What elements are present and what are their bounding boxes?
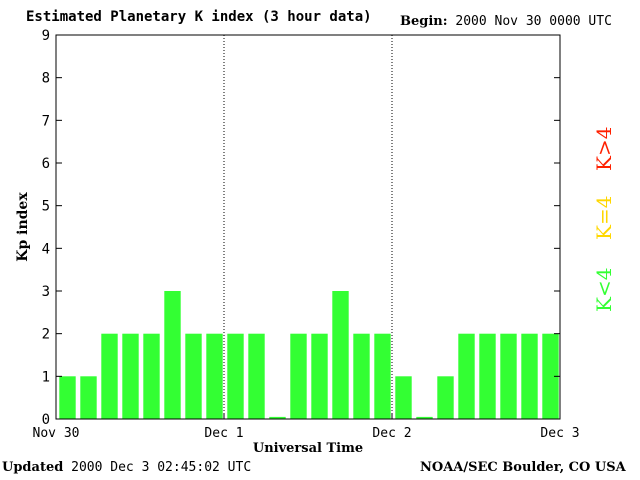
kp-bar [479, 333, 496, 419]
kp-bar [311, 333, 328, 419]
kp-bar [416, 416, 433, 419]
y-tick-label: 1 [42, 369, 50, 385]
kp-bar [185, 333, 202, 419]
x-tick-label: Dec 2 [372, 426, 411, 441]
kp-bar [437, 376, 454, 419]
x-tick-label: Nov 30 [33, 426, 80, 441]
y-tick-label: 0 [42, 412, 50, 428]
kp-bar [143, 333, 160, 419]
day-separators [223, 35, 393, 419]
kp-bar [122, 333, 139, 419]
y-axis-label: Kp index [15, 192, 31, 262]
updated-label: Updated [2, 460, 64, 475]
x-tick-label: Dec 3 [540, 426, 579, 441]
legend-k-lt-4: K<4 [592, 267, 616, 312]
kp-bar [458, 333, 475, 419]
y-axis-ticks: 0 1 2 3 4 5 6 7 8 9 [42, 28, 560, 428]
x-axis-ticks: Nov 30 Dec 1 Dec 2 Dec 3 [33, 413, 580, 441]
kp-bar [500, 333, 517, 419]
kp-bar [290, 333, 307, 419]
y-tick-label: 7 [42, 113, 50, 129]
kp-bar [206, 333, 223, 419]
legend-k-gt-4: K>4 [592, 126, 616, 171]
kp-bar [395, 376, 412, 419]
kp-bar [269, 416, 286, 419]
y-tick-label: 2 [42, 327, 50, 343]
credit-text: NOAA/SEC Boulder, CO USA [420, 460, 626, 475]
plot-frame [55, 34, 561, 420]
kp-bar [542, 333, 559, 419]
kp-bar [80, 376, 97, 419]
kp-bar [227, 333, 244, 419]
kp-bar [353, 333, 370, 419]
chart-title: Estimated Planetary K index (3 hour data… [26, 9, 372, 25]
kp-bar [521, 333, 538, 419]
begin-info: Begin: 2000 Nov 30 0000 UTC [400, 14, 612, 29]
y-tick-label: 8 [42, 71, 50, 87]
begin-label: Begin: [400, 14, 448, 29]
kp-bar [101, 333, 118, 419]
x-tick-label: Dec 1 [204, 426, 243, 441]
y-tick-label: 6 [42, 156, 50, 172]
y-tick-label: 3 [42, 284, 50, 300]
x-axis-label: Universal Time [253, 441, 363, 456]
updated-value: 2000 Dec 3 02:45:02 UTC [71, 460, 252, 475]
kp-bar [59, 376, 76, 419]
y-tick-label: 9 [42, 28, 50, 44]
bars-group [59, 291, 559, 419]
kp-bar [164, 291, 181, 419]
y-tick-label: 4 [42, 241, 50, 257]
legend-k-eq-4: K=4 [592, 195, 616, 240]
y-tick-label: 5 [42, 199, 50, 215]
begin-value: 2000 Nov 30 0000 UTC [455, 14, 612, 29]
kp-bar [332, 291, 349, 419]
kp-bar [248, 333, 265, 419]
updated-info: Updated 2000 Dec 3 02:45:02 UTC [2, 460, 251, 475]
kp-bar [374, 333, 391, 419]
